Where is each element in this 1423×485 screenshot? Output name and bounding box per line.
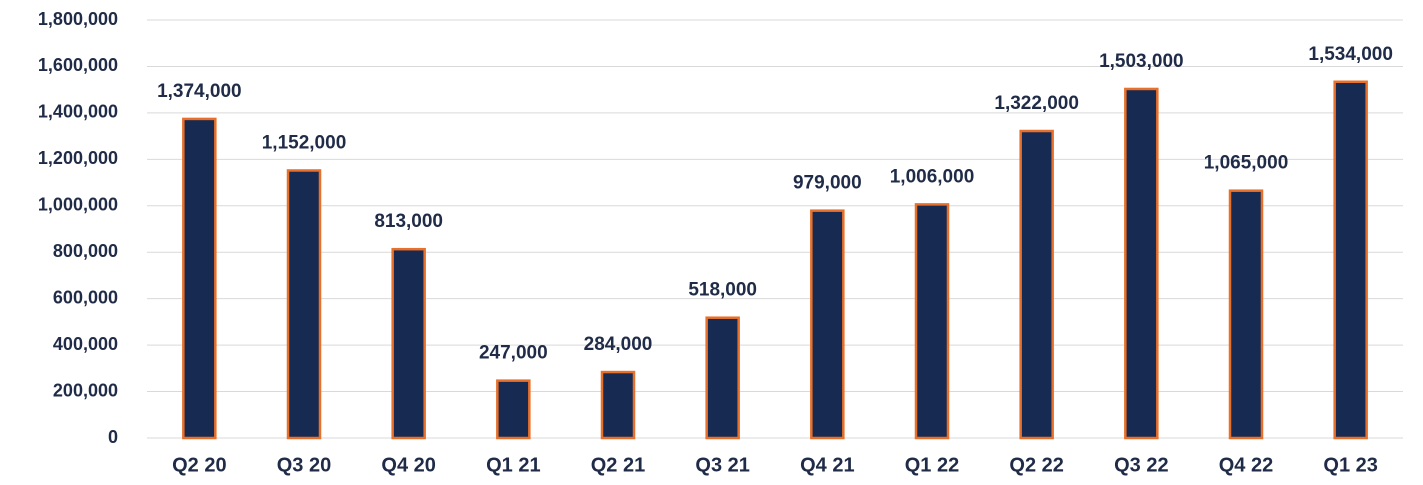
y-tick-label: 1,400,000: [38, 102, 118, 122]
data-label: 1,503,000: [1099, 51, 1184, 72]
x-tick-label: Q3 21: [695, 454, 749, 476]
bar: [600, 370, 636, 440]
data-label: 1,322,000: [994, 93, 1079, 114]
data-label: 518,000: [688, 280, 757, 301]
bar: [496, 379, 531, 440]
x-tick-label: Q1 23: [1323, 454, 1377, 476]
data-label: 813,000: [374, 211, 443, 232]
y-tick-label: 1,000,000: [38, 195, 118, 215]
x-tick-label: Q1 21: [486, 454, 540, 476]
data-label: 1,006,000: [890, 166, 975, 187]
y-tick-label: 400,000: [53, 334, 118, 354]
x-tick-label: Q1 22: [905, 454, 959, 476]
bar: [286, 169, 322, 440]
x-tick-label: Q3 22: [1114, 454, 1168, 476]
x-tick-label: Q2 20: [172, 454, 226, 476]
data-label: 247,000: [479, 343, 548, 364]
data-label: 1,534,000: [1308, 44, 1393, 65]
x-tick-label: Q2 22: [1009, 454, 1063, 476]
bar: [1333, 80, 1368, 440]
bar: [391, 247, 426, 440]
x-tick-label: Q4 20: [381, 454, 435, 476]
bar: [705, 316, 740, 440]
y-tick-label: 600,000: [53, 287, 118, 307]
y-tick-label: 200,000: [53, 380, 118, 400]
bar: [182, 117, 217, 440]
x-tick-label: Q4 21: [800, 454, 854, 476]
y-tick-label: 1,200,000: [38, 148, 118, 168]
x-tick-label: Q3 20: [277, 454, 331, 476]
bar: [1228, 189, 1264, 440]
y-tick-label: 800,000: [53, 241, 118, 261]
bar: [1019, 129, 1054, 440]
bar: [810, 209, 845, 440]
data-label: 979,000: [793, 173, 862, 194]
data-label: 1,152,000: [262, 132, 347, 153]
data-label: 1,065,000: [1204, 153, 1289, 174]
data-label: 284,000: [584, 334, 653, 355]
bar: [914, 203, 950, 440]
data-label: 1,374,000: [157, 81, 242, 102]
y-tick-label: 1,600,000: [38, 55, 118, 75]
x-tick-label: Q2 21: [591, 454, 645, 476]
y-tick-label: 1,800,000: [38, 9, 118, 29]
y-tick-label: 0: [108, 427, 118, 447]
x-tick-label: Q4 22: [1219, 454, 1273, 476]
bar: [1124, 87, 1159, 440]
